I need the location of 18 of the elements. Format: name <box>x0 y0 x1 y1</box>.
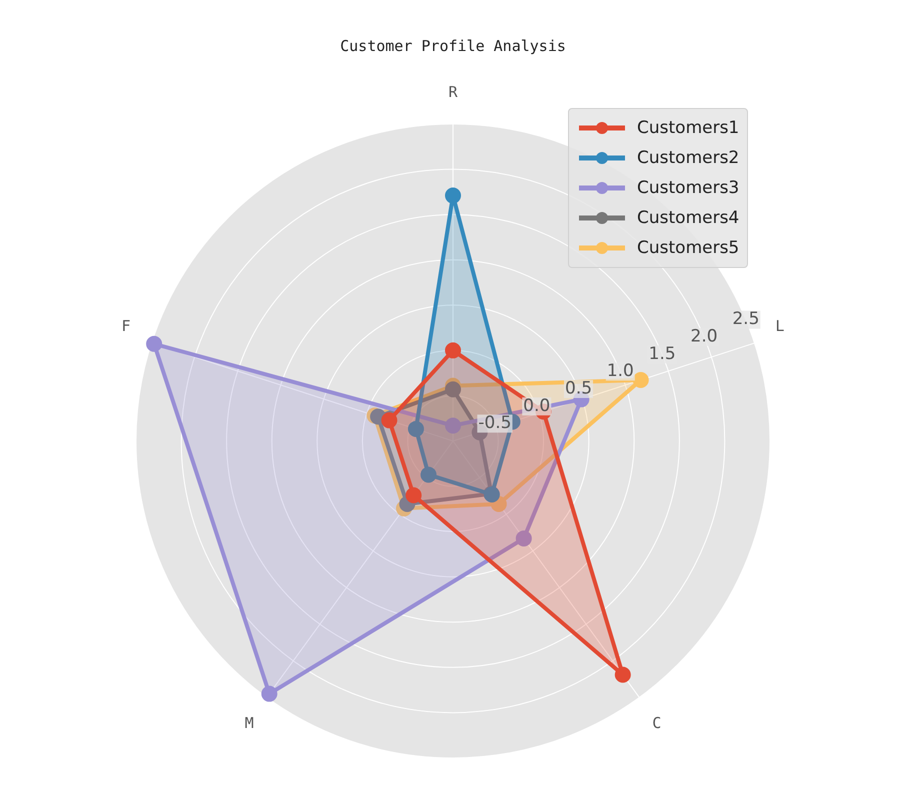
legend-label: Customers1 <box>637 118 740 138</box>
spoke-label: M <box>244 714 254 732</box>
spoke-label: L <box>775 317 784 336</box>
y-tick-label: 1.0 <box>606 361 634 382</box>
legend-label: Customers4 <box>637 208 740 228</box>
legend-label: Customers5 <box>637 238 740 258</box>
spoke-label: C <box>652 714 662 732</box>
legend-label: Customers3 <box>637 178 740 198</box>
legend-label: Customers2 <box>637 148 740 168</box>
y-tick-label: 0.5 <box>564 378 592 398</box>
y-tick-label: 1.5 <box>648 344 676 364</box>
chart-title: Customer Profile Analysis <box>340 36 566 55</box>
y-tick-label: 0.0 <box>523 396 550 416</box>
y-tick-label: 2.5 <box>732 309 760 330</box>
y-tick-label: -0.5 <box>478 413 512 434</box>
y-tick-label: 2.0 <box>690 326 718 346</box>
spoke-label: R <box>448 82 458 101</box>
spoke-label: F <box>122 317 131 336</box>
